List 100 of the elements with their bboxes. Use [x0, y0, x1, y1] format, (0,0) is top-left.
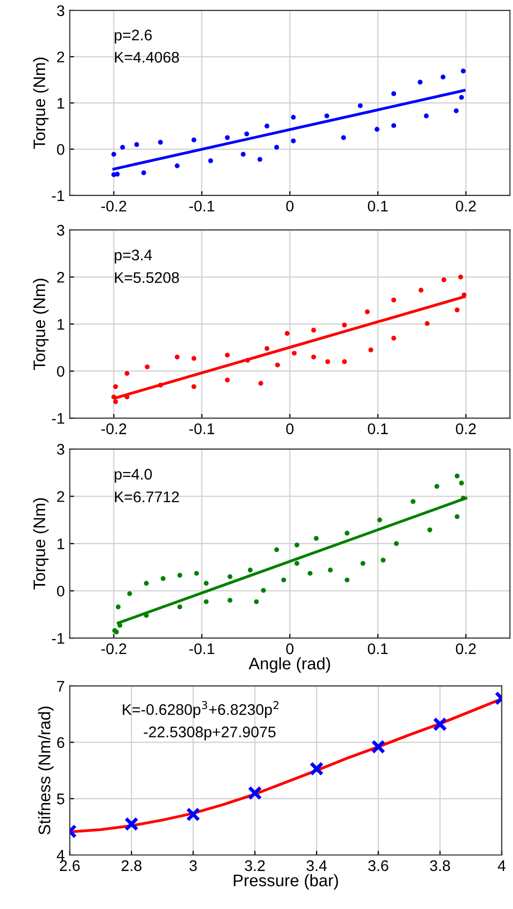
point [342, 359, 347, 364]
annotation: K=4.4068 [115, 52, 179, 63]
x-tick-label: -0.1 [189, 423, 214, 434]
point [208, 158, 214, 164]
point [454, 108, 459, 114]
point [418, 80, 423, 85]
y-tick-label: 4 [56, 850, 64, 861]
point [254, 599, 259, 604]
point [427, 527, 432, 532]
point [124, 371, 130, 376]
y-axis-title: Torque (Nm) [33, 498, 49, 590]
x-tick-label: 2.6 [60, 860, 80, 872]
x-tick-label: -0.2 [101, 423, 126, 434]
point [294, 542, 300, 548]
point [380, 558, 386, 563]
point [391, 123, 396, 128]
point [460, 496, 466, 501]
point [281, 578, 286, 582]
y-axis-title: Torque (Nm) [33, 58, 49, 149]
x-tick-label: 3.2 [244, 860, 265, 872]
point [248, 568, 253, 572]
y-tick-label: 1 [58, 538, 64, 550]
point [410, 499, 416, 504]
y-tick-label: 3 [56, 5, 64, 16]
point [258, 156, 262, 162]
point [459, 94, 464, 100]
point [194, 570, 199, 576]
point [374, 126, 380, 132]
point [127, 591, 132, 596]
point [264, 346, 270, 351]
point [391, 91, 396, 96]
point [174, 354, 180, 360]
point [341, 135, 346, 140]
point [311, 354, 316, 360]
point [460, 68, 466, 74]
point [113, 399, 118, 404]
annotation: K=5.5208 [115, 272, 179, 283]
point [368, 348, 374, 352]
y-axis-title: Stifness (Nm/rad) [38, 706, 54, 835]
point [424, 321, 430, 326]
point [228, 574, 232, 580]
point [325, 359, 330, 364]
y-tick-label: -1 [52, 413, 64, 424]
point [258, 380, 264, 386]
y-tick-label: -1 [52, 190, 64, 201]
point [174, 163, 180, 168]
point [364, 309, 370, 314]
point [290, 138, 296, 144]
point [275, 362, 280, 368]
point [224, 135, 230, 140]
point [141, 170, 146, 176]
x-tick-label: 0.2 [456, 643, 476, 654]
y-tick-label: 0 [57, 586, 64, 597]
point [111, 152, 116, 157]
annotation: K=6.7712 [115, 491, 179, 502]
point [441, 277, 446, 282]
x-tick-label: 0.2 [456, 200, 476, 212]
point [114, 172, 120, 177]
x-axis-title: Pressure (bar) [234, 874, 338, 890]
point [244, 132, 250, 136]
point [377, 518, 382, 522]
point [191, 356, 196, 361]
point [454, 308, 460, 312]
point [264, 124, 270, 128]
point [284, 331, 290, 336]
point [144, 580, 149, 586]
y-tick-label: 1 [58, 319, 64, 330]
y-tick-label: 2 [57, 52, 64, 62]
point [245, 358, 250, 363]
point [462, 292, 467, 298]
point [116, 604, 121, 610]
point [358, 103, 363, 108]
point [314, 536, 319, 541]
y-axis-title: Torque (Nm) [33, 278, 49, 370]
y-tick-label: 7 [57, 680, 64, 692]
point [458, 274, 464, 280]
point [308, 570, 312, 576]
x-axis-title: Angle (rad) [248, 657, 330, 673]
point [120, 144, 125, 150]
point [394, 541, 399, 546]
x-tick-label: 0.1 [368, 423, 388, 434]
x-tick-label: 3 [190, 860, 197, 872]
y-tick-label: 5 [57, 794, 64, 804]
point [391, 298, 396, 302]
point [391, 336, 396, 341]
y-tick-label: -1 [52, 633, 64, 644]
annotation: p=4.0 [114, 468, 152, 483]
point [224, 378, 230, 382]
point [294, 561, 300, 566]
point [459, 480, 464, 486]
x-tick-label: 0 [286, 643, 294, 654]
point [240, 152, 246, 157]
point [290, 114, 296, 120]
x-tick-label: -0.1 [189, 200, 214, 212]
point [292, 350, 297, 356]
y-tick-label: 6 [57, 737, 64, 748]
point [160, 576, 166, 581]
point [224, 352, 230, 358]
x-tick-label: 0 [286, 423, 294, 434]
point [113, 384, 118, 390]
